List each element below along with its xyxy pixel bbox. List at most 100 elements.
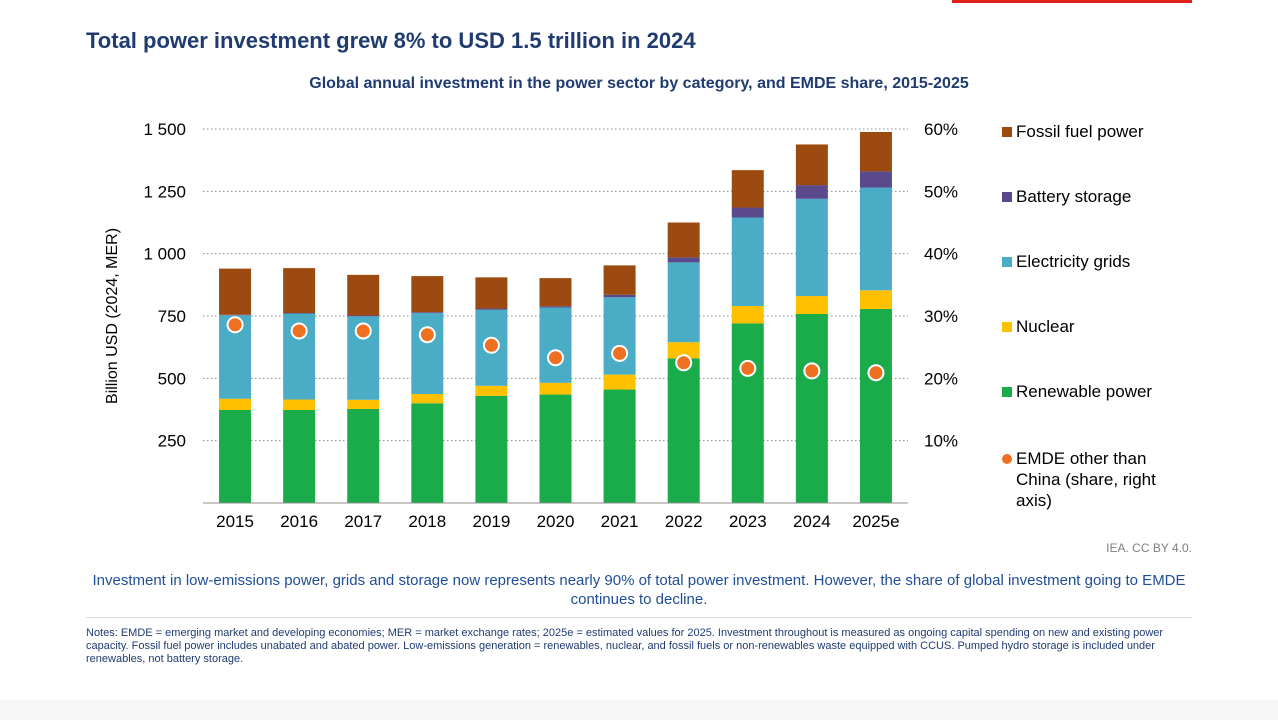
- bar-renewable-power: [603, 389, 636, 503]
- bar-nuclear: [411, 394, 444, 404]
- legend-swatch: [1002, 387, 1012, 397]
- chart-title: Global annual investment in the power se…: [309, 75, 969, 92]
- bar-nuclear: [539, 382, 572, 395]
- bar-nuclear: [667, 342, 700, 359]
- bar-electricity-grids: [667, 262, 700, 343]
- bar-nuclear: [283, 399, 316, 410]
- bar-battery-storage: [603, 294, 636, 298]
- bar-renewable-power: [795, 314, 828, 503]
- emde-share-point: [739, 359, 757, 377]
- bar-fossil-fuel-power: [603, 265, 636, 295]
- legend-label-line: Electricity grids: [1016, 252, 1130, 271]
- legend-label-line: China (share, right: [1016, 470, 1156, 489]
- legend-swatch: [1002, 257, 1012, 267]
- bar-fossil-fuel-power: [667, 222, 700, 258]
- bar-fossil-fuel-power: [347, 274, 380, 316]
- bar-nuclear: [795, 296, 828, 315]
- bar-electricity-grids: [859, 187, 892, 291]
- legend-label-line: axis): [1016, 491, 1052, 510]
- y-tick-label: 1 250: [143, 182, 186, 201]
- y-tick-label: 500: [158, 369, 186, 388]
- divider: [86, 617, 1192, 618]
- footer-shade: [0, 700, 1278, 720]
- x-tick-label: 2016: [280, 512, 318, 531]
- bar-renewable-power: [411, 403, 444, 503]
- bar-renewable-power: [283, 409, 316, 503]
- x-tick-label: 2015: [216, 512, 254, 531]
- bar-renewable-power: [475, 395, 508, 503]
- bar-renewable-power: [731, 323, 764, 503]
- legend-label: Renewable power: [1016, 382, 1152, 401]
- chart-notes: Notes: EMDE = emerging market and develo…: [86, 627, 1164, 665]
- y2-tick-label: 20%: [924, 369, 958, 388]
- legend-label-line: Nuclear: [1016, 317, 1075, 336]
- bar-renewable-power: [347, 409, 380, 503]
- bar-fossil-fuel-power: [411, 276, 444, 313]
- bar-fossil-fuel-power: [475, 277, 508, 309]
- legend-label: EMDE other than China (share, right axis): [1016, 449, 1156, 510]
- legend-label-line: Fossil fuel power: [1016, 122, 1144, 141]
- emde-share-point: [803, 362, 821, 380]
- x-tick-label: 2024: [793, 512, 831, 531]
- bar-fossil-fuel-power: [859, 131, 892, 172]
- y-tick-label: 1 000: [143, 245, 186, 264]
- bar-battery-storage: [475, 308, 508, 310]
- bar-battery-storage: [411, 312, 444, 314]
- bar-fossil-fuel-power: [219, 268, 252, 315]
- legend-label-line: Battery storage: [1016, 187, 1131, 206]
- legend-label: Battery storage: [1016, 187, 1131, 206]
- bar-nuclear: [603, 374, 636, 390]
- bar-electricity-grids: [603, 297, 636, 375]
- power-investment-chart: 250 500 750 1 000 1 250 1 500 10% 20% 30% 40% 50% 6…: [104, 120, 1156, 531]
- emde-share-point: [547, 349, 564, 367]
- bar-renewable-power: [219, 409, 252, 503]
- emde-share-point: [675, 354, 693, 372]
- bar-nuclear: [347, 399, 380, 410]
- bar-fossil-fuel-power: [539, 278, 572, 307]
- x-tick-label: 2023: [729, 512, 767, 531]
- y2-tick-label: 30%: [924, 307, 958, 326]
- legend-label: Nuclear: [1016, 317, 1075, 336]
- legend-swatch: [1002, 322, 1012, 332]
- emde-share-point: [226, 316, 244, 334]
- y-tick-label: 1 500: [143, 120, 186, 139]
- emde-share-point: [354, 322, 372, 340]
- bar-electricity-grids: [539, 307, 572, 383]
- x-tick-label: 2018: [408, 512, 446, 531]
- y-axis-title: Billion USD (2024, MER): [104, 228, 121, 404]
- bar-battery-storage: [539, 306, 572, 308]
- emde-share-point: [290, 322, 308, 340]
- x-tick-label: 2022: [665, 512, 703, 531]
- bar-renewable-power: [539, 394, 572, 503]
- x-tick-label: 2017: [344, 512, 382, 531]
- emde-share-point: [482, 336, 500, 354]
- bar-nuclear: [859, 290, 892, 310]
- bar-battery-storage: [667, 257, 700, 263]
- bar-electricity-grids: [795, 198, 828, 297]
- y2-tick-label: 60%: [924, 120, 958, 139]
- page-title: Total power investment grew 8% to USD 1.…: [86, 28, 696, 53]
- bar-nuclear: [219, 398, 252, 410]
- y2-tick-label: 50%: [924, 182, 958, 201]
- x-tick-label: 2019: [472, 512, 510, 531]
- bar-fossil-fuel-power: [283, 268, 316, 314]
- x-tick-label: 2025e: [852, 512, 899, 531]
- legend-label: Electricity grids: [1016, 252, 1130, 271]
- bar-renewable-power: [667, 358, 700, 503]
- bar-renewable-power: [859, 309, 892, 503]
- bar-battery-storage: [731, 207, 764, 218]
- bar-battery-storage: [347, 315, 380, 317]
- x-tick-label: 2020: [537, 512, 575, 531]
- legend-marker-emde: [1002, 454, 1012, 464]
- bar-electricity-grids: [411, 313, 444, 395]
- emde-share-point: [611, 344, 629, 362]
- credit-label: IEA. CC BY 4.0.: [1106, 541, 1192, 555]
- x-tick-label: 2021: [601, 512, 639, 531]
- bar-battery-storage: [795, 185, 828, 199]
- y-tick-label: 250: [158, 432, 186, 451]
- bar-battery-storage: [859, 171, 892, 188]
- chart-summary: Investment in low-emissions power, grids…: [92, 572, 1186, 608]
- bar-nuclear: [475, 385, 508, 396]
- legend-label: Fossil fuel power: [1016, 122, 1144, 141]
- y2-tick-label: 10%: [924, 432, 958, 451]
